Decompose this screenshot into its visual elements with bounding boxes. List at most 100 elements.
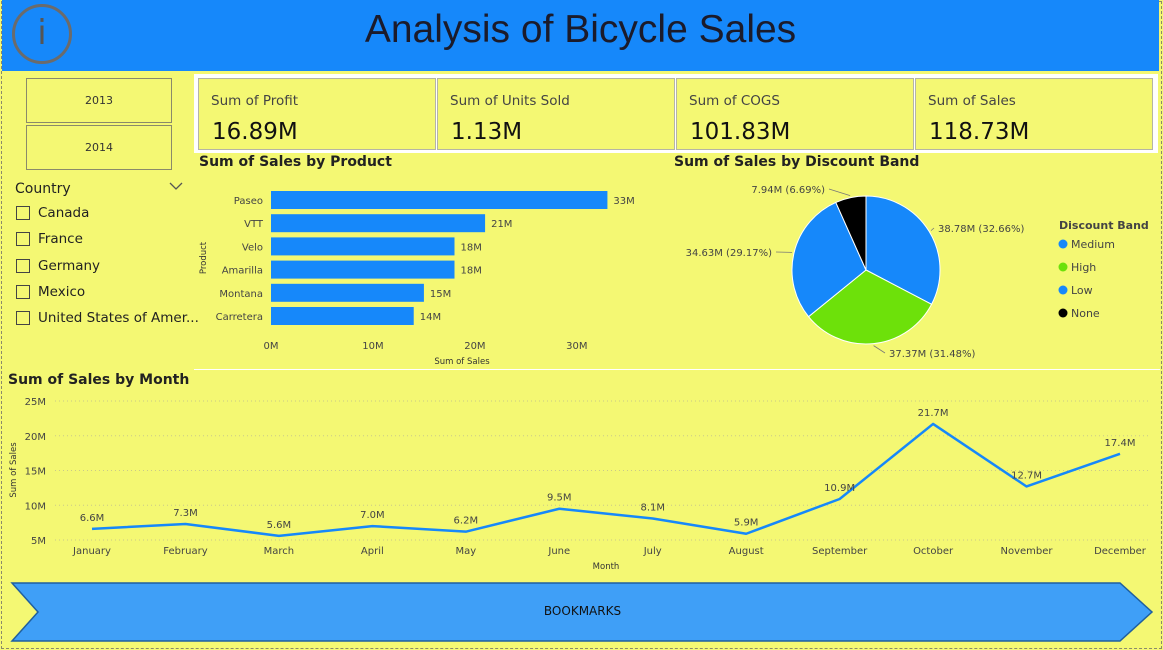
kpi-title: Sum of Sales	[928, 93, 1016, 109]
country-item-usa[interactable]: United States of Amer...	[16, 308, 199, 328]
pie-chart: 38.78M (32.66%) 37.37M (31.48%) 34.63M (29…	[686, 185, 1149, 360]
kpi-card-profit: Sum of Profit 16.89M	[198, 78, 436, 150]
kpi-value: 1.13M	[451, 119, 523, 145]
country-label: France	[38, 231, 83, 247]
x-tick-label: March	[264, 546, 294, 557]
legend-label: Medium	[1071, 238, 1115, 251]
x-tick-label: October	[913, 546, 954, 557]
x-tick-label: September	[812, 546, 868, 557]
bookmarks-button[interactable]: BOOKMARKS	[10, 581, 1155, 644]
category-label: VTT	[244, 219, 264, 230]
y-axis-title: Product	[199, 241, 209, 274]
x-axis-title: Sum of Sales	[434, 357, 490, 367]
kpi-value: 16.89M	[212, 119, 298, 145]
data-label: 6.6M	[80, 513, 105, 524]
country-item-canada[interactable]: Canada	[16, 203, 89, 223]
year-button-2013[interactable]: 2013	[26, 78, 172, 123]
x-tick-label: 30M	[566, 341, 587, 352]
legend-swatch	[1058, 262, 1068, 272]
slice-label: 7.94M (6.69%)	[751, 185, 825, 196]
data-label: 33M	[613, 196, 634, 207]
kpi-row: Sum of Profit 16.89M Sum of Units Sold 1…	[194, 74, 1158, 153]
x-axis-title: Month	[593, 562, 620, 572]
data-label: 9.5M	[547, 493, 572, 504]
y-tick-label: 20M	[25, 432, 46, 443]
data-label: 21M	[491, 219, 512, 230]
category-label: Montana	[219, 289, 263, 300]
checkbox[interactable]	[16, 259, 30, 273]
data-label: 6.2M	[454, 516, 479, 527]
checkbox[interactable]	[16, 285, 30, 299]
data-label: 12.7M	[1011, 470, 1042, 481]
legend-label: High	[1071, 261, 1096, 274]
category-label: Amarilla	[222, 266, 263, 277]
category-label: Carretera	[216, 312, 263, 323]
year-button-2014[interactable]: 2014	[26, 125, 172, 170]
x-tick-label: 10M	[362, 341, 383, 352]
data-label: 14M	[420, 312, 441, 323]
header-bar: i Analysis of Bicycle Sales	[2, 0, 1159, 71]
category-label: Velo	[242, 242, 263, 253]
country-item-france[interactable]: France	[16, 229, 83, 249]
x-tick-label: April	[361, 546, 384, 557]
leader-line	[930, 227, 935, 231]
page-title: Analysis of Bicycle Sales	[364, 8, 797, 51]
y-tick-label: 5M	[31, 536, 46, 547]
legend-label: Low	[1071, 284, 1093, 297]
country-label: Mexico	[38, 284, 86, 300]
bar	[271, 283, 424, 302]
slice-label: 34.63M (29.17%)	[686, 248, 772, 259]
bookmarks-arrow-shape	[10, 582, 1154, 642]
data-label: 15M	[430, 289, 451, 300]
checkbox[interactable]	[16, 232, 30, 246]
x-tick-label: 20M	[464, 341, 485, 352]
info-icon: i	[37, 13, 47, 53]
country-label: Germany	[38, 258, 101, 274]
data-label: 5.9M	[734, 518, 759, 529]
chevron-down-icon[interactable]	[169, 181, 183, 191]
kpi-card-cogs: Sum of COGS 101.83M	[676, 78, 914, 150]
legend-title: Discount Band	[1059, 219, 1149, 232]
line-chart: 5M 10M 15M 20M 25M 6.6M January 7.3M February 5.6…	[9, 397, 1150, 572]
pie-slice	[807, 269, 933, 345]
kpi-card-sales: Sum of Sales 118.73M	[915, 78, 1153, 150]
bar-chart: Paseo 33M VTT 21M Velo 18M Amarilla 18M Montana 1…	[199, 191, 635, 367]
pie-chart-title: Sum of Sales by Discount Band	[674, 154, 920, 170]
x-tick-label: November	[1001, 546, 1054, 557]
slice-label: 38.78M (32.66%)	[938, 224, 1024, 235]
x-tick-label: July	[643, 546, 662, 557]
pie-slice	[865, 195, 941, 305]
country-item-germany[interactable]: Germany	[16, 256, 100, 276]
sales-line	[91, 422, 1121, 538]
data-label: 5.6M	[267, 520, 292, 531]
checkbox[interactable]	[16, 311, 30, 325]
info-button[interactable]: i	[12, 4, 72, 64]
pie-slice	[791, 201, 867, 318]
data-label: 18M	[461, 242, 482, 253]
y-tick-label: 10M	[25, 501, 46, 512]
leader-line	[873, 345, 886, 354]
bar	[271, 307, 414, 325]
pie-slice	[835, 195, 867, 271]
x-tick-label: August	[729, 546, 764, 557]
bar	[271, 191, 608, 209]
x-tick-label: January	[72, 546, 111, 557]
bar	[271, 214, 486, 233]
kpi-card-units: Sum of Units Sold 1.13M	[437, 78, 675, 150]
checkbox[interactable]	[16, 206, 30, 220]
section-divider	[194, 369, 1160, 370]
slice-label: 37.37M (31.48%)	[889, 349, 975, 360]
category-label: Paseo	[234, 196, 263, 207]
kpi-title: Sum of Units Sold	[450, 93, 570, 109]
kpi-title: Sum of COGS	[689, 93, 780, 109]
data-label: 7.0M	[360, 510, 385, 521]
country-item-mexico[interactable]: Mexico	[16, 282, 85, 302]
x-tick-label: December	[1094, 546, 1147, 557]
kpi-value: 101.83M	[690, 119, 791, 145]
data-label: 21.7M	[918, 408, 949, 419]
line-chart-title: Sum of Sales by Month	[8, 372, 190, 388]
legend-label: None	[1071, 307, 1100, 320]
kpi-title: Sum of Profit	[211, 93, 299, 109]
bar	[271, 237, 455, 256]
x-tick-label: February	[163, 546, 207, 557]
